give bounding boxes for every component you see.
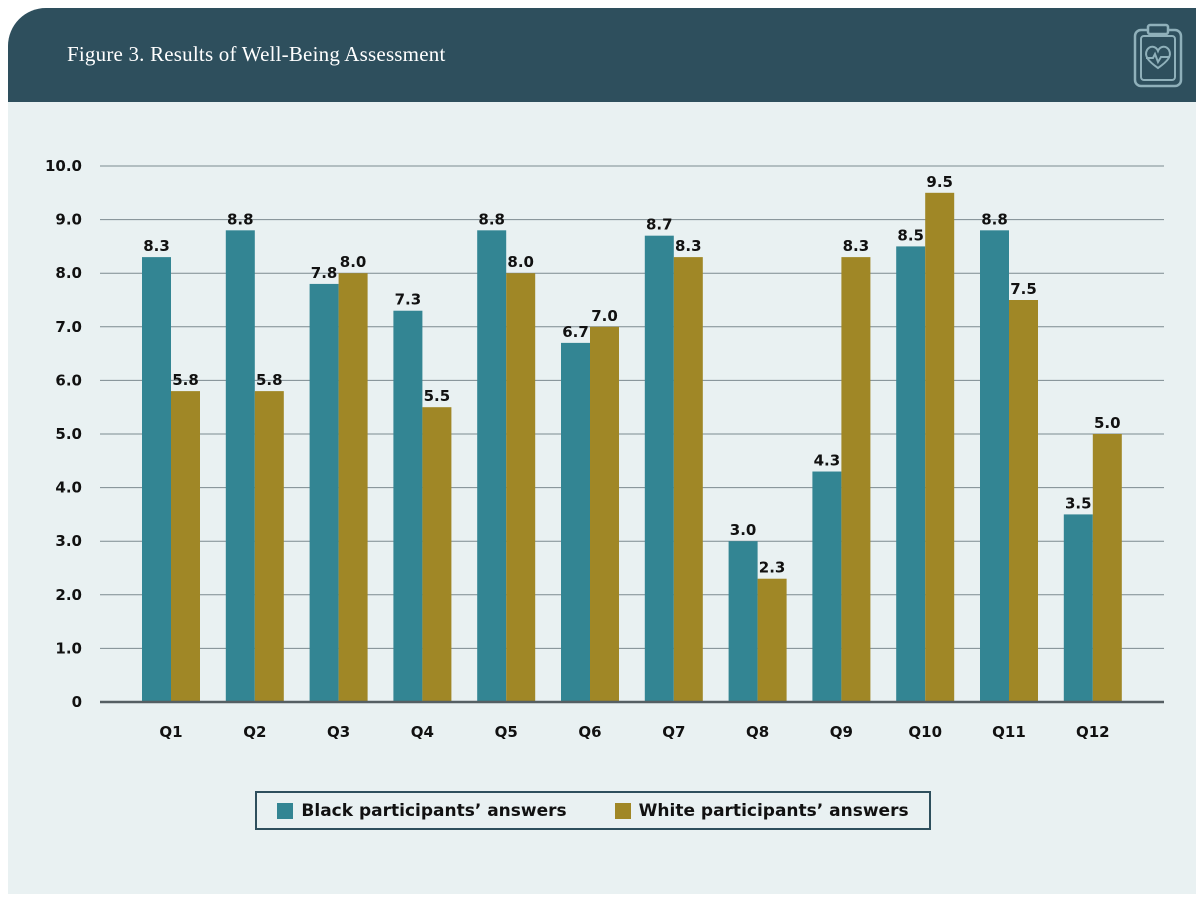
figure-title: Figure 3. Results of Well-Being Assessme…	[67, 42, 446, 66]
bar-black-q4	[393, 310, 423, 702]
data-label: 3.5	[1065, 494, 1092, 512]
x-tick-label: Q3	[327, 723, 350, 741]
bar-white-q5	[506, 273, 536, 702]
bar-black-q11	[980, 230, 1009, 702]
data-label: 8.8	[478, 210, 505, 228]
bar-black-q10	[896, 246, 926, 702]
bar-white-q8	[757, 578, 787, 702]
y-tick-label: 0	[72, 693, 82, 711]
bar-white-q12	[1092, 434, 1122, 702]
bar-black-q7	[644, 235, 674, 702]
legend-swatch-black	[277, 802, 294, 819]
data-label: 5.8	[256, 371, 283, 389]
data-label: 4.3	[814, 452, 841, 470]
bar-black-q1	[142, 257, 171, 702]
x-tick-label: Q12	[1076, 723, 1110, 741]
y-tick-label: 6.0	[55, 371, 82, 389]
bar-black-q8	[728, 541, 758, 702]
data-label: 8.3	[843, 237, 870, 255]
bar-white-q7	[673, 257, 703, 702]
bar-white-q10	[925, 192, 955, 703]
bar-black-q9	[812, 471, 842, 702]
clipboard-heart-icon	[1133, 23, 1183, 88]
bar-white-q2	[254, 391, 284, 702]
data-label: 9.5	[926, 173, 953, 191]
data-label: 2.3	[759, 559, 786, 577]
data-label: 8.8	[981, 210, 1008, 228]
y-tick-label: 7.0	[55, 318, 82, 336]
x-tick-label: Q2	[243, 723, 266, 741]
legend-swatch-white	[614, 802, 631, 819]
data-label: 3.0	[730, 521, 757, 539]
figure-header: Figure 3. Results of Well-Being Assessme…	[8, 8, 1196, 102]
bar-white-q4	[422, 407, 452, 702]
data-label: 6.7	[562, 323, 589, 341]
x-tick-label: Q1	[159, 723, 182, 741]
chart-legend: Black participants’ answers White partic…	[255, 791, 931, 830]
data-label: 8.5	[897, 226, 924, 244]
y-tick-label: 4.0	[55, 479, 82, 497]
data-label: 8.0	[507, 253, 534, 271]
x-tick-label: Q10	[908, 723, 942, 741]
bar-black-q2	[225, 230, 255, 702]
data-label: 7.3	[395, 291, 422, 309]
data-label: 5.0	[1094, 414, 1121, 432]
y-tick-label: 3.0	[55, 532, 82, 550]
data-label: 8.3	[143, 237, 170, 255]
y-tick-label: 5.0	[55, 425, 82, 443]
legend-item-white: White participants’ answers	[614, 800, 909, 821]
x-tick-label: Q7	[662, 723, 685, 741]
legend-label-black: Black participants’ answers	[301, 800, 567, 821]
data-label: 8.3	[675, 237, 702, 255]
y-tick-label: 2.0	[55, 586, 82, 604]
bar-white-q1	[171, 391, 200, 702]
y-tick-label: 10.0	[45, 157, 82, 175]
x-tick-label: Q6	[578, 723, 601, 741]
x-tick-label: Q8	[746, 723, 769, 741]
bar-black-q12	[1063, 514, 1093, 702]
data-label: 7.0	[591, 307, 618, 325]
data-label: 5.5	[424, 387, 451, 405]
x-tick-label: Q4	[411, 723, 434, 741]
x-tick-label: Q5	[495, 723, 518, 741]
data-label: 8.8	[227, 210, 254, 228]
data-label: 5.8	[172, 371, 199, 389]
bar-white-q11	[1009, 300, 1038, 702]
data-label: 8.7	[646, 216, 673, 234]
bar-black-q6	[561, 342, 590, 702]
x-tick-label: Q11	[992, 723, 1026, 741]
x-tick-label: Q9	[830, 723, 853, 741]
bar-white-q3	[338, 273, 368, 702]
y-tick-label: 9.0	[55, 211, 82, 229]
bar-white-q6	[590, 326, 619, 702]
legend-label-white: White participants’ answers	[638, 800, 909, 821]
data-label: 8.0	[340, 253, 367, 271]
data-label: 7.5	[1010, 280, 1037, 298]
y-tick-label: 1.0	[55, 639, 82, 657]
legend-item-black: Black participants’ answers	[277, 800, 567, 821]
bar-black-q3	[309, 283, 339, 702]
data-label: 7.8	[311, 264, 338, 282]
bar-white-q9	[841, 257, 871, 702]
y-tick-label: 8.0	[55, 264, 82, 282]
bar-black-q5	[477, 230, 507, 702]
